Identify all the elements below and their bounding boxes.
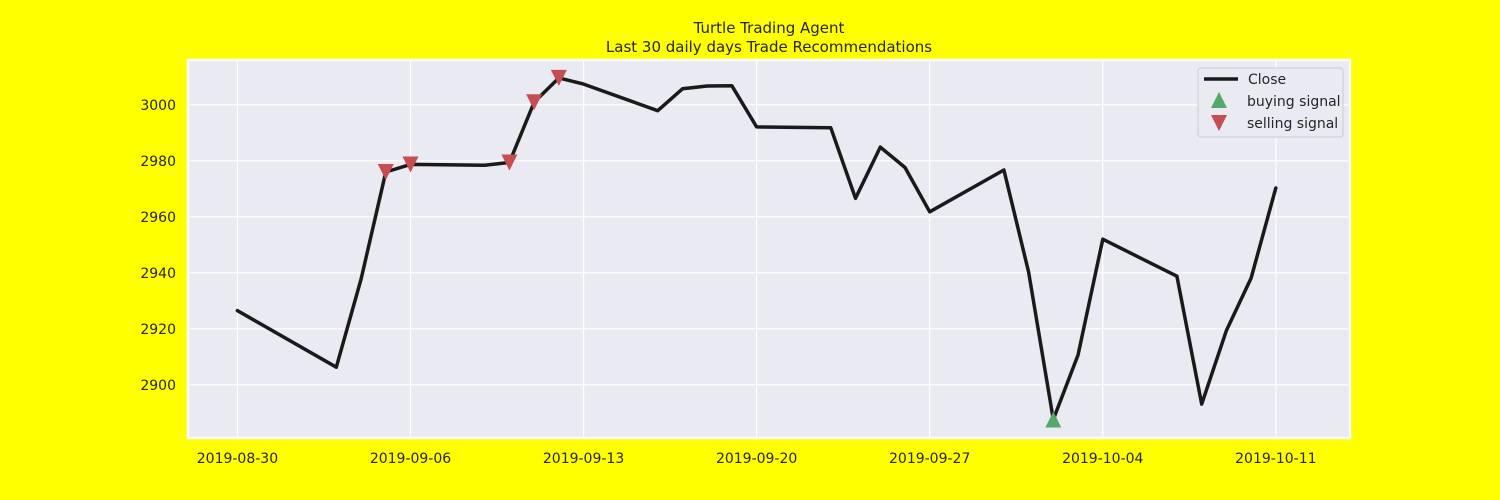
x-tick-label: 2019-08-30 (197, 451, 278, 467)
legend: Close buying signal selling signal (1197, 67, 1344, 138)
close-price-line (235, 76, 1278, 422)
sell-signal-marker (526, 94, 543, 111)
sell-signal-marker (402, 156, 419, 173)
axes-frame (186, 58, 1352, 440)
series-close (235, 76, 1278, 422)
legend-sell-swatch (1211, 115, 1227, 131)
axis-ticks: 2019-08-30 2019-09-06 2019-09-13 2019-09-20… (140, 98, 1316, 467)
legend-buy-swatch (1211, 92, 1227, 108)
legend-close-label: Close (1248, 72, 1286, 88)
x-tick-label: 2019-09-27 (889, 451, 970, 467)
y-tick-label: 2980 (140, 154, 176, 170)
plot-area (188, 60, 1350, 438)
x-tick-label: 2019-09-06 (370, 451, 451, 467)
x-tick-label: 2019-09-13 (543, 451, 624, 467)
sell-signal-marker (377, 164, 394, 180)
y-tick-label: 2920 (140, 322, 176, 338)
chart-title: Turtle Trading Agent (693, 19, 845, 37)
y-tick-label: 2940 (140, 266, 176, 282)
x-tick-label: 2019-09-20 (716, 451, 797, 467)
chart-subtitle: Last 30 daily days Trade Recommendations (606, 38, 932, 56)
x-tick-label: 2019-10-11 (1235, 451, 1316, 467)
sell-signal-marker (550, 69, 567, 86)
axes-border (186, 58, 1352, 440)
y-tick-label: 2900 (140, 378, 176, 394)
legend-buy-label: buying signal (1247, 94, 1341, 110)
y-tick-label: 3000 (140, 98, 176, 114)
grid (188, 60, 1350, 438)
signal-markers (377, 69, 1062, 428)
legend-box (1197, 67, 1344, 138)
buy-signal-marker (1045, 411, 1062, 428)
x-tick-label: 2019-10-04 (1062, 451, 1143, 467)
y-tick-label: 2960 (140, 210, 176, 226)
sell-signal-marker (501, 154, 518, 171)
legend-sell-label: selling signal (1247, 116, 1338, 132)
